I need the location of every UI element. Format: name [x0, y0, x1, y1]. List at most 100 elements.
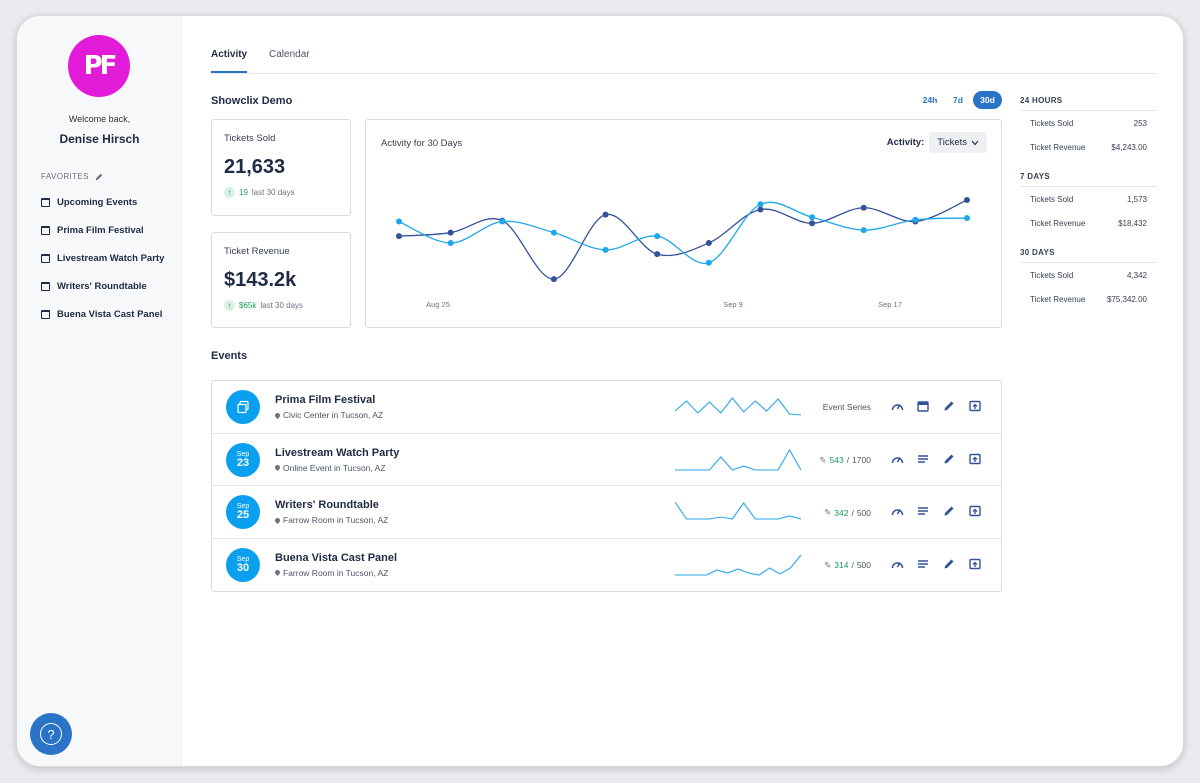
gauge-icon[interactable] [891, 557, 904, 569]
activity-dropdown[interactable]: Tickets [929, 132, 987, 153]
data-point[interactable] [550, 229, 557, 236]
event-row[interactable]: Sep 25 Writers' Roundtable Farrow Room in… [212, 486, 1001, 539]
gauge-icon[interactable] [891, 504, 904, 516]
favorites-heading: FAVORITES [41, 172, 103, 181]
favorite-buena-vista-cast-panel[interactable]: Buena Vista Cast Panel [41, 308, 171, 322]
data-point[interactable] [809, 214, 816, 221]
stat-label: Tickets Sold [224, 133, 276, 144]
export-icon[interactable] [969, 504, 981, 517]
pencil-icon[interactable] [943, 504, 955, 516]
summary-label: Tickets Sold [1030, 118, 1074, 128]
event-name[interactable]: Writers' Roundtable [275, 499, 379, 511]
activity-chart-card: Activity for 30 Days Activity: Tickets A… [365, 119, 1002, 328]
event-name[interactable]: Prima Film Festival [275, 394, 376, 406]
list-icon[interactable] [917, 504, 929, 516]
data-point[interactable] [705, 259, 712, 266]
data-point[interactable] [602, 246, 609, 253]
summary-label: Tickets Sold [1030, 270, 1074, 280]
pencil-icon[interactable] [943, 399, 955, 411]
export-icon[interactable] [969, 452, 981, 464]
range-30d-button[interactable]: 30d [973, 91, 1002, 109]
calendar-icon[interactable] [917, 399, 929, 412]
data-point[interactable] [447, 229, 454, 236]
favorite-livestream-watch-party[interactable]: Livestream Watch Party [41, 252, 171, 266]
tickets-sold-value: 21,633 [224, 156, 286, 178]
data-point[interactable] [757, 201, 764, 208]
event-actions [891, 504, 981, 517]
event-sales: ✎ 342/500 [824, 507, 871, 518]
gauge-icon[interactable] [891, 399, 904, 411]
favorites-label: FAVORITES [41, 172, 89, 181]
favorite-prima-film-festival[interactable]: Prima Film Festival [41, 224, 171, 238]
list-icon[interactable] [917, 452, 929, 464]
favorite-upcoming-events[interactable]: Upcoming Events [41, 196, 171, 210]
range-7d-button[interactable]: 7d [953, 95, 963, 105]
pencil-icon[interactable] [95, 173, 103, 181]
data-point[interactable] [964, 197, 970, 203]
range-24h-button[interactable]: 24h [922, 95, 938, 105]
summary-row: Ticket Revenue $18,432 [1020, 211, 1157, 235]
data-point[interactable] [654, 251, 661, 258]
calendar-icon [41, 198, 50, 207]
event-day: 23 [236, 456, 250, 469]
summary-value: 4,342 [1126, 270, 1147, 280]
sparkline-path [675, 397, 801, 416]
event-capacity: 500 [856, 560, 871, 570]
favorite-label: Writers' Roundtable [57, 281, 147, 292]
data-point[interactable] [447, 240, 454, 246]
event-row[interactable]: Sep 30 Buena Vista Cast Panel Farrow Room… [212, 539, 1001, 592]
event-status: Event Series [823, 402, 871, 412]
delta-value: 19 [239, 188, 248, 197]
event-location-text: Online Event in Tucson, AZ [283, 462, 386, 473]
tab-bar: Activity Calendar [211, 16, 1157, 74]
summary-24h: 24 HOURS Tickets Sold 253 Ticket Revenue $… [1020, 91, 1157, 159]
data-point[interactable] [809, 220, 816, 227]
gauge-icon[interactable] [891, 452, 904, 464]
events-title: Events [211, 350, 248, 362]
event-sold: 314 [834, 560, 849, 570]
data-point[interactable] [396, 218, 402, 225]
sparkline-path [675, 501, 801, 520]
export-icon[interactable] [969, 557, 981, 569]
data-point[interactable] [654, 233, 661, 240]
org-logo[interactable]: PF [68, 35, 130, 97]
summary-label: Ticket Revenue [1030, 142, 1086, 152]
ticket-revenue-card: Ticket Revenue $143.2k ↑ $65k last 30 da… [211, 232, 351, 328]
summary-value: $4,243.00 [1111, 142, 1147, 152]
event-name[interactable]: Buena Vista Cast Panel [275, 551, 398, 564]
data-point[interactable] [964, 215, 970, 222]
event-row[interactable]: Sep 23 Livestream Watch Party Online Even… [212, 434, 1001, 486]
pencil-icon[interactable] [943, 557, 955, 569]
user-name: Denise Hirsch [59, 132, 140, 146]
event-month: Sep [236, 555, 250, 563]
data-point[interactable] [499, 218, 506, 225]
event-actions [891, 452, 981, 464]
tab-calendar[interactable]: Calendar [269, 49, 310, 60]
data-point[interactable] [860, 227, 867, 234]
help-button[interactable]: ? [30, 713, 72, 755]
data-point[interactable] [705, 240, 712, 246]
data-point[interactable] [550, 276, 557, 283]
event-capacity: 500 [856, 507, 871, 518]
summary-row: Ticket Revenue $4,243.00 [1020, 135, 1157, 159]
data-point[interactable] [860, 204, 867, 211]
pencil-icon[interactable] [943, 452, 955, 464]
favorite-label: Livestream Watch Party [57, 253, 165, 264]
event-location-text: Farrow Room in Tucson, AZ [283, 515, 389, 525]
list-icon[interactable] [917, 557, 929, 569]
event-name[interactable]: Livestream Watch Party [275, 446, 400, 459]
event-actions [891, 399, 981, 412]
data-point[interactable] [602, 211, 609, 218]
data-point[interactable] [912, 216, 919, 223]
favorite-writers-roundtable[interactable]: Writers' Roundtable [41, 280, 171, 294]
summary-heading: 30 DAYS [1020, 243, 1157, 263]
export-icon[interactable] [969, 399, 981, 412]
data-point[interactable] [396, 233, 402, 240]
data-point[interactable] [757, 206, 764, 213]
tab-activity[interactable]: Activity [211, 49, 248, 60]
event-sparkline [675, 448, 801, 471]
event-date-badge: Sep 25 [226, 495, 260, 529]
summary-row: Ticket Revenue $75,342.00 [1020, 287, 1157, 311]
summary-label: Ticket Revenue [1030, 294, 1086, 304]
event-row[interactable]: Prima Film Festival Civic Center in Tucs… [212, 381, 1001, 434]
